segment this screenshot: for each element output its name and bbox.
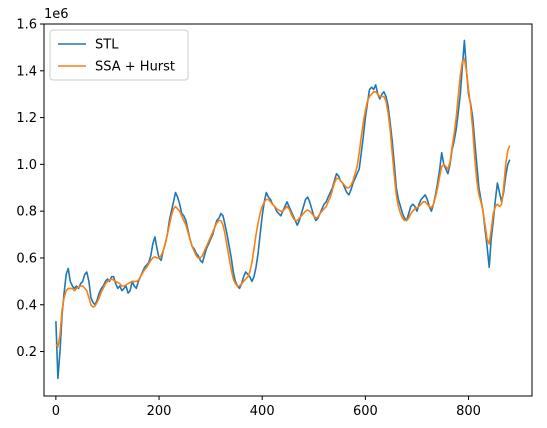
legend-label-ssa-hurst: SSA + Hurst: [95, 60, 175, 75]
x-tick-label: 400: [250, 404, 275, 419]
x-tick-label: 600: [353, 404, 378, 419]
x-tick-label: 0: [52, 404, 60, 419]
plot-frame: [43, 23, 533, 397]
y-tick-label: 1.0: [16, 158, 37, 173]
y-tick-label: 0.8: [16, 205, 37, 220]
y-tick-label: 0.4: [16, 298, 37, 313]
y-tick-label: 1.4: [16, 64, 37, 79]
series-lines: [55, 39, 511, 380]
y-tick-label: 0.6: [16, 251, 37, 266]
legend-box: [49, 29, 189, 81]
x-tick-label: 200: [147, 404, 172, 419]
y-tick-label: 1.6: [16, 18, 37, 33]
legend: STL SSA + Hurst: [49, 29, 189, 81]
y-tick-label: 0.2: [16, 345, 37, 360]
y-axis-ticks: 0.2 0.4 0.6 0.8 1.0 1.2 1.4 1.6: [16, 18, 44, 360]
x-axis-ticks: 0 200 400 600 800: [52, 396, 481, 419]
legend-label-stl: STL: [95, 38, 119, 53]
x-tick-label: 800: [456, 404, 481, 419]
y-axis-offset-label: 1e6: [44, 7, 69, 22]
series-line-ssa-hurst: [55, 58, 511, 348]
y-tick-label: 1.2: [16, 111, 37, 126]
